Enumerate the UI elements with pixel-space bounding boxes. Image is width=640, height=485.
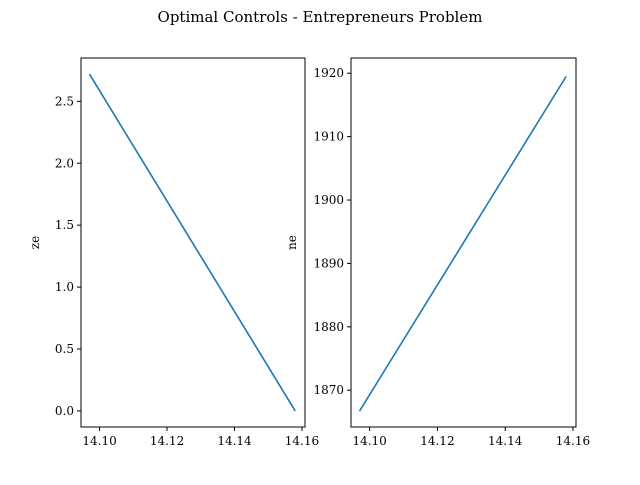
y-tick-label-1-3: 1.0 xyxy=(55,280,74,294)
x-tick-label-2-2: 14.12 xyxy=(420,434,454,448)
subplot-2: 14.10 14.12 14.14 14.16 1870 1880 1890 1900 1910… xyxy=(285,57,590,448)
y-tick-label-1-6: 2.5 xyxy=(55,94,74,108)
figure-title: Optimal Controls - Entrepreneurs Problem xyxy=(157,8,483,26)
y-axis-label-2: ne xyxy=(285,235,299,250)
x-tick-label-1-1: 14.10 xyxy=(82,434,116,448)
series-line-2-1 xyxy=(358,75,567,412)
y-tick-label-1-1: 0.0 xyxy=(55,404,74,418)
x-tick-label-2-1: 14.10 xyxy=(352,434,386,448)
y-tick-label-2-5: 1910 xyxy=(313,130,344,144)
x-tick-label-1-2: 14.12 xyxy=(150,434,184,448)
subplot-1: 14.10 14.12 14.14 14.16 0.0 0.5 1.0 1.5 2.0 2.5 ze xyxy=(28,57,319,448)
y-tick-label-1-2: 0.5 xyxy=(55,342,74,356)
y-tick-label-1-5: 2.0 xyxy=(55,156,74,170)
axes-frame-2 xyxy=(350,57,577,428)
x-tick-label-2-3: 14.14 xyxy=(488,434,523,448)
x-tick-label-1-4: 14.16 xyxy=(285,434,319,448)
y-tick-label-2-1: 1870 xyxy=(313,383,344,397)
y-tick-label-2-2: 1880 xyxy=(313,320,344,334)
x-tick-label-2-4: 14.16 xyxy=(556,434,590,448)
y-tick-label-2-6: 1920 xyxy=(313,66,344,80)
y-tick-label-2-4: 1900 xyxy=(313,193,344,207)
series-line-1-1 xyxy=(88,73,296,412)
axes-frame-1 xyxy=(80,57,306,428)
x-tick-label-1-3: 14.14 xyxy=(217,434,252,448)
y-tick-label-2-3: 1890 xyxy=(313,256,344,270)
y-axis-label-1: ze xyxy=(28,236,42,249)
y-tick-label-1-4: 1.5 xyxy=(55,218,74,232)
